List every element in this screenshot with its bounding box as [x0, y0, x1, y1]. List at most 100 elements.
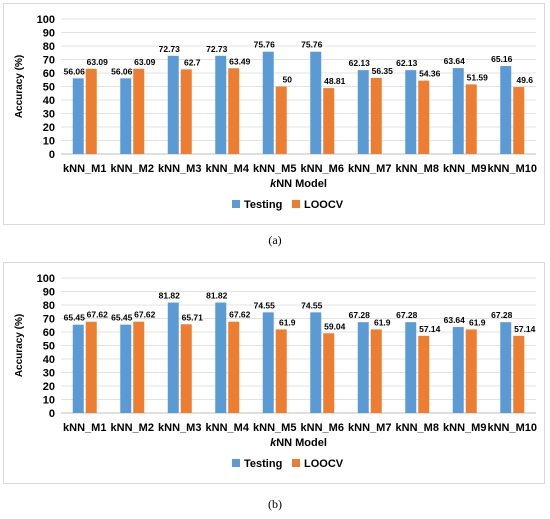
data-label-testing: 75.76 [301, 40, 323, 50]
data-label-loocv: 51.59 [467, 72, 489, 82]
data-label-testing: 81.82 [159, 291, 181, 301]
data-label-loocv: 67.62 [87, 310, 109, 320]
data-label-testing: 81.82 [206, 291, 228, 301]
bar-loocv [465, 84, 477, 154]
x-axis-title: kNN Model [270, 178, 327, 190]
x-tick-label: kNN_M10 [487, 422, 537, 434]
data-label-loocv: 63.09 [134, 57, 156, 67]
bar-loocv [180, 69, 192, 154]
bar-testing [215, 55, 227, 154]
y-tick-label: 10 [43, 136, 55, 148]
bar-testing [72, 78, 84, 154]
legend-swatch-loocv [292, 200, 300, 208]
bar-testing [405, 70, 417, 154]
legend-label-testing: Testing [244, 199, 282, 211]
data-label-loocv: 61.9 [279, 317, 296, 327]
bar-loocv [370, 77, 382, 154]
y-tick-label: 70 [43, 55, 55, 67]
data-label-testing: 62.13 [349, 58, 371, 68]
data-label-testing: 65.45 [64, 313, 86, 323]
x-tick-label: kNN_M1 [63, 163, 106, 175]
data-label-testing: 67.28 [491, 310, 513, 320]
data-label-loocv: 57.14 [419, 324, 441, 334]
data-label-loocv: 59.04 [324, 321, 346, 331]
caption-b: (b) [268, 497, 282, 511]
bar-testing [452, 68, 464, 154]
x-tick-label: kNN_M9 [443, 422, 486, 434]
x-tick-label: kNN_M1 [63, 422, 106, 434]
x-tick-label: kNN_M6 [301, 422, 344, 434]
y-tick-label: 50 [43, 82, 55, 94]
bar-testing [215, 302, 227, 413]
legend-label-loocv: LOOCV [304, 458, 344, 470]
y-tick-label: 40 [43, 95, 55, 107]
data-label-testing: 72.73 [206, 44, 228, 54]
data-label-loocv: 63.09 [87, 57, 109, 67]
y-tick-label: 90 [43, 28, 55, 40]
y-tick-label: 50 [43, 341, 55, 353]
chart-panel-a: 0 10 20 30 40 50 60 70 80 90 100 Accuracy (%) 56.06 6… [3, 3, 545, 225]
data-label-testing: 63.64 [444, 56, 466, 66]
data-label-loocv: 54.36 [419, 69, 441, 79]
bar-testing [500, 66, 512, 154]
x-tick-label: kNN_M2 [111, 422, 154, 434]
bar-testing [310, 312, 322, 413]
legend-swatch-loocv [292, 459, 300, 467]
data-label-loocv: 48.81 [324, 76, 346, 86]
x-tick-label: kNN_M8 [396, 422, 439, 434]
bar-loocv [180, 324, 192, 413]
bar-testing [262, 51, 274, 154]
data-label-loocv: 67.62 [134, 310, 156, 320]
bar-testing [262, 312, 274, 413]
bar-loocv [418, 335, 430, 413]
y-tick-label: 100 [37, 273, 55, 285]
x-tick-label: kNN_M7 [348, 422, 391, 434]
data-label-testing: 63.64 [444, 315, 466, 325]
y-tick-label: 60 [43, 68, 55, 80]
data-label-testing: 65.16 [491, 54, 513, 64]
bar-loocv [323, 333, 335, 413]
data-label-loocv: 49.6 [516, 75, 533, 85]
data-label-loocv: 50 [283, 75, 293, 85]
y-tick-label: 0 [49, 149, 55, 161]
y-axis-title: Accuracy (%) [14, 55, 25, 118]
y-tick-label: 30 [43, 368, 55, 380]
bar-loocv [228, 321, 240, 413]
legend-swatch-testing [232, 459, 240, 467]
x-tick-label: kNN_M4 [206, 422, 250, 434]
legend-swatch-testing [232, 200, 240, 208]
data-label-loocv: 61.9 [469, 317, 486, 327]
y-tick-label: 60 [43, 327, 55, 339]
bar-testing [72, 324, 84, 413]
bar-testing [357, 70, 369, 154]
y-axis-title: Accuracy (%) [14, 314, 25, 377]
y-tick-label: 30 [43, 109, 55, 121]
data-label-testing: 56.06 [64, 66, 86, 76]
bar-loocv [133, 321, 145, 413]
data-label-loocv: 61.9 [374, 317, 391, 327]
data-label-loocv: 56.35 [372, 66, 394, 76]
data-label-loocv: 67.62 [229, 310, 251, 320]
bar-testing [167, 55, 179, 154]
y-tick-label: 0 [49, 408, 55, 420]
bar-loocv [513, 335, 525, 413]
data-label-loocv: 62.7 [184, 57, 201, 67]
y-tick-label: 80 [43, 300, 55, 312]
bar-loocv [85, 68, 97, 154]
data-label-testing: 62.13 [396, 58, 418, 68]
data-label-testing: 67.28 [349, 310, 371, 320]
bar-testing [120, 78, 132, 154]
legend-label-testing: Testing [244, 458, 282, 470]
y-tick-label: 20 [43, 122, 55, 134]
x-tick-label: kNN_M3 [158, 422, 201, 434]
data-label-testing: 65.45 [111, 313, 133, 323]
y-tick-label: 90 [43, 287, 55, 299]
bar-loocv [418, 80, 430, 154]
y-tick-label: 40 [43, 354, 55, 366]
y-tick-label: 100 [37, 14, 55, 26]
chart-panel-b: 0 10 20 30 40 50 60 70 80 90 100 Accuracy (%) 65.45 6… [3, 262, 545, 484]
y-tick-label: 80 [43, 41, 55, 53]
bar-testing [452, 327, 464, 413]
